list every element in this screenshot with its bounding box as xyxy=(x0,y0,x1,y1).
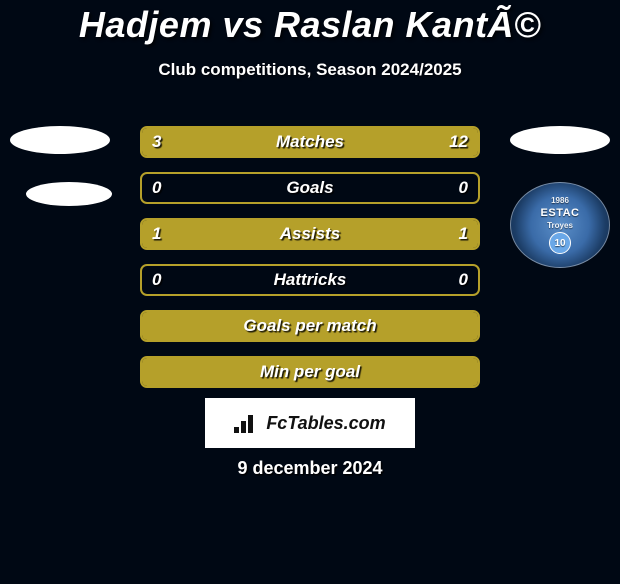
club-city: Troyes xyxy=(547,221,573,230)
stat-row: Hattricks0 0 xyxy=(140,264,480,296)
stat-bars: Matches312Goals00Assists11Hattricks00Goa… xyxy=(140,126,480,388)
stat-fill-left xyxy=(142,358,478,386)
player1-avatar-small xyxy=(26,182,112,206)
stat-label: Hattricks xyxy=(142,270,478,290)
club-number: 10 xyxy=(549,232,571,254)
stat-label: Goals xyxy=(142,178,478,198)
stat-fill-left xyxy=(142,220,310,248)
player2-avatar-top xyxy=(510,126,610,154)
brand-text: FcTables.com xyxy=(266,413,385,434)
player2-club-badge: 1986 ESTAC Troyes 10 xyxy=(510,182,610,268)
stat-fill-left xyxy=(142,312,478,340)
stat-row: Matches312 xyxy=(140,126,480,158)
player1-avatar-top xyxy=(10,126,110,154)
stat-fill-right xyxy=(209,128,478,156)
club-year: 1986 xyxy=(551,196,569,205)
subtitle: Club competitions, Season 2024/2025 xyxy=(0,60,620,80)
stat-value-right: 0 xyxy=(459,270,468,290)
stat-fill-right xyxy=(310,220,478,248)
page-title: Hadjem vs Raslan KantÃ© xyxy=(0,4,620,46)
stat-row: Min per goal xyxy=(140,356,480,388)
stat-fill-left xyxy=(142,128,209,156)
stat-row: Assists11 xyxy=(140,218,480,250)
stat-row: Goals per match xyxy=(140,310,480,342)
stat-value-left: 0 xyxy=(152,270,161,290)
club-name: ESTAC xyxy=(541,207,580,219)
brand-banner[interactable]: FcTables.com xyxy=(205,398,415,448)
bar-chart-icon xyxy=(234,413,260,433)
stat-value-right: 0 xyxy=(459,178,468,198)
stat-row: Goals0 0 xyxy=(140,172,480,204)
date-text: 9 december 2024 xyxy=(0,458,620,479)
stat-value-left: 0 xyxy=(152,178,161,198)
